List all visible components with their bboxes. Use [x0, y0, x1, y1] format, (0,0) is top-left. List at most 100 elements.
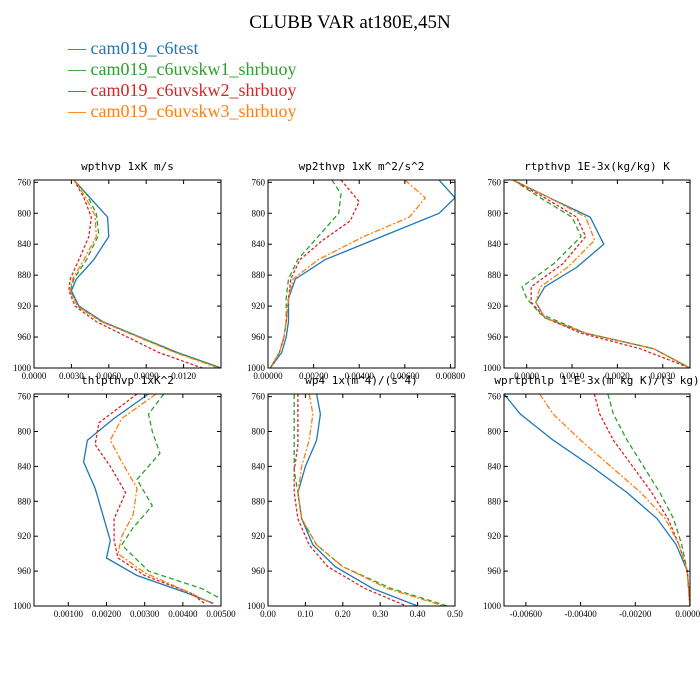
- legend-item-c6test: — cam019_c6test: [68, 38, 296, 59]
- y-tick-label: 760: [488, 392, 502, 402]
- x-tick-label: 0.00100: [54, 609, 84, 619]
- y-tick-label: 920: [488, 531, 502, 541]
- x-tick-label: 0.00: [260, 609, 276, 619]
- legend-item-c6uvskw2: — cam019_c6uvskw2_shrbuoy: [68, 80, 296, 101]
- chart-panel-4: thlpthvp 1xK^2 760 800 840 880 920 960 1000 0.00…: [13, 374, 236, 619]
- legend-label: cam019_c6test: [90, 38, 199, 58]
- y-tick-label: 960: [488, 332, 502, 342]
- x-tick-label: 0.0060: [96, 371, 121, 381]
- y-tick-label: 880: [18, 270, 32, 280]
- legend: — cam019_c6test — cam019_c6uvskw1_shrbuo…: [68, 38, 296, 122]
- y-tick-label: 920: [18, 301, 32, 311]
- legend-swatch: —: [68, 59, 86, 79]
- x-tick-label: 0.30: [372, 609, 388, 619]
- x-tick-label: 0.20: [335, 609, 351, 619]
- y-tick-label: 920: [252, 301, 266, 311]
- plot-frame: [267, 393, 456, 607]
- x-tick-label: 0.0000: [514, 371, 539, 381]
- series-line-2: [120, 394, 221, 600]
- series-line-1: [82, 394, 214, 605]
- series-line-2: [512, 180, 690, 368]
- x-tick-label: 0.0010: [560, 371, 585, 381]
- y-tick-label: 880: [252, 496, 266, 506]
- panel-title: rtpthvp 1E-3x(kg/kg) K: [524, 160, 670, 173]
- y-tick-label: 880: [18, 496, 32, 506]
- y-tick-label: 880: [488, 270, 502, 280]
- x-tick-label: 0.0030: [59, 371, 84, 381]
- panel-title: wp2thvp 1xK m^2/s^2: [299, 160, 425, 173]
- y-tick-label: 800: [488, 427, 502, 437]
- x-tick-label: 0.00600: [390, 371, 420, 381]
- y-tick-label: 840: [488, 239, 502, 249]
- series-line-3: [94, 394, 207, 605]
- chart-panel-6: wprtpthlp 1-E-3x(m kg K)/(s kg) 760 800 840…: [483, 374, 700, 619]
- series-line-2: [607, 394, 690, 606]
- y-tick-label: 960: [252, 566, 266, 576]
- y-tick-label: 840: [18, 461, 32, 471]
- series-line-1: [269, 180, 455, 368]
- legend-label: cam019_c6uvskw1_shrbuoy: [90, 59, 297, 79]
- legend-swatch: —: [68, 38, 86, 58]
- y-tick-label: 920: [18, 531, 32, 541]
- series-line-3: [593, 394, 690, 606]
- plot-frame: [503, 179, 691, 369]
- plot-frame: [33, 393, 222, 607]
- plot-frame: [503, 393, 691, 607]
- y-tick-label: 920: [488, 301, 502, 311]
- y-tick-label: 1000: [13, 363, 32, 373]
- y-tick-label: 960: [18, 566, 32, 576]
- y-tick-label: 800: [488, 208, 502, 218]
- y-tick-label: 1000: [13, 601, 32, 611]
- plot-frame: [267, 179, 456, 369]
- legend-swatch: —: [68, 80, 86, 100]
- x-tick-label: -0.00600: [510, 609, 543, 619]
- x-tick-label: 0.40: [410, 609, 426, 619]
- series-line-3: [512, 180, 690, 368]
- y-tick-label: 840: [252, 461, 266, 471]
- x-tick-label: 0.00000: [675, 609, 700, 619]
- x-tick-label: 0.00300: [130, 609, 160, 619]
- x-tick-label: 0.00500: [206, 609, 236, 619]
- x-tick-label: 0.0090: [134, 371, 159, 381]
- series-line-2: [293, 394, 448, 606]
- series-line-4: [297, 394, 444, 606]
- panel-title: wp4 1x(m^4)/(s^4): [305, 374, 418, 387]
- y-tick-label: 920: [252, 531, 266, 541]
- y-tick-label: 880: [252, 270, 266, 280]
- y-tick-label: 960: [18, 332, 32, 342]
- x-tick-label: 0.0000: [22, 371, 47, 381]
- legend-label: cam019_c6uvskw3_shrbuoy: [90, 101, 297, 121]
- y-tick-label: 760: [18, 177, 32, 187]
- series-line-3: [293, 394, 407, 606]
- series-line-3: [269, 180, 360, 368]
- legend-item-c6uvskw1: — cam019_c6uvskw1_shrbuoy: [68, 59, 296, 80]
- y-tick-label: 800: [18, 427, 32, 437]
- series-line-1: [504, 394, 690, 606]
- x-tick-label: 0.00400: [345, 371, 375, 381]
- y-tick-label: 1000: [247, 363, 266, 373]
- y-tick-label: 1000: [483, 363, 502, 373]
- x-tick-label: 0.10: [298, 609, 314, 619]
- y-tick-label: 1000: [247, 601, 266, 611]
- y-tick-label: 800: [252, 208, 266, 218]
- x-tick-label: 0.00400: [168, 609, 198, 619]
- y-tick-label: 960: [488, 566, 502, 576]
- x-tick-label: 0.50: [447, 609, 463, 619]
- y-tick-label: 760: [18, 392, 32, 402]
- y-tick-label: 840: [252, 239, 266, 249]
- y-tick-label: 760: [252, 177, 266, 187]
- y-tick-label: 760: [252, 392, 266, 402]
- y-tick-label: 840: [18, 239, 32, 249]
- y-tick-label: 800: [18, 208, 32, 218]
- x-tick-label: -0.00400: [564, 609, 597, 619]
- panel-title: wpthvp 1xK m/s: [81, 160, 174, 173]
- series-line-2: [269, 180, 342, 368]
- series-line-4: [512, 180, 690, 368]
- series-line-4: [69, 180, 219, 368]
- chart-panel-2: wp2thvp 1xK m^2/s^2 760 800 840 880 920 960 100…: [247, 160, 466, 381]
- series-line-2: [69, 180, 221, 368]
- panel-title: wprtpthlp 1-E-3x(m kg K)/(s kg): [494, 374, 699, 387]
- y-tick-label: 960: [252, 332, 266, 342]
- chart-panel-5: wp4 1x(m^4)/(s^4)76080084088092096010000…: [247, 374, 463, 619]
